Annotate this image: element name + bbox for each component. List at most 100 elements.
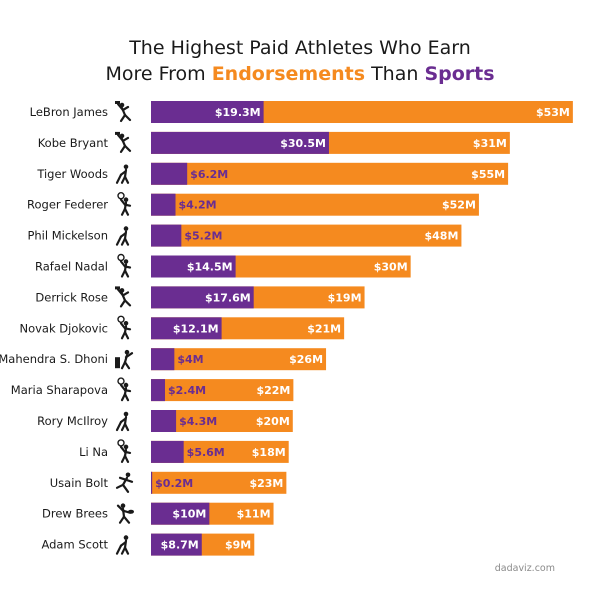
bar-sports [151,410,177,432]
endorsements-value-label: $11M [237,508,271,521]
sports-value-label: $12.1M [173,322,219,335]
athlete-name: Rafael Nadal [35,260,108,274]
title-sports: Sports [424,63,494,85]
endorsements-value-label: $53M [536,106,570,119]
sports-value-label: $30.5M [280,137,326,150]
bar-sports [151,193,176,216]
bar-sports [151,162,188,185]
sports-value-label: $4.2M [179,199,217,212]
sports-value-label: $19.3M [215,106,261,119]
bar-endorsements [151,224,462,247]
bar-row: Rory McIlroy $4.3M $20M [37,410,293,432]
running-icon [115,472,134,493]
bar-endorsements [151,193,479,216]
bar-sports [151,502,210,525]
tennis-icon [117,315,132,340]
sports-value-label: $6.2M [190,168,228,181]
basketball-icon [115,101,132,123]
athlete-name: Tiger Woods [36,167,108,181]
athlete-name: Usain Bolt [50,476,109,490]
endorsements-value-label: $22M [256,384,290,397]
athlete-name: Li Na [79,445,108,459]
sports-value-label: $14.5M [187,261,233,274]
sports-value-label: $5.6M [187,446,225,459]
bar-sports [151,471,153,494]
bar-row: Derrick Rose $17.6M $19M [35,286,365,309]
tennis-icon [117,191,132,216]
bar-sports [151,131,329,154]
bar-endorsements [151,471,287,494]
bar-row: Mahendra S. Dhoni $4M $26M [0,348,327,371]
bar-sports [151,224,182,247]
bar-row: Tiger Woods $6.2M $55M [36,162,509,185]
athlete-name: Roger Federer [27,198,108,212]
golf-icon [115,411,130,432]
sports-value-label: $0.2M [155,477,193,490]
athlete-name: Maria Sharapova [11,383,108,397]
bar-endorsements [151,440,289,463]
bar-sports [151,317,222,340]
athlete-name: Derrick Rose [35,290,108,304]
tennis-icon [117,439,132,463]
athlete-name: Kobe Bryant [38,136,109,150]
bar-row: Rafael Nadal $14.5M $30M [35,253,411,278]
bar-row: Usain Bolt $0.2M $23M [50,471,287,494]
bar-sports [151,286,254,309]
bar-row: Roger Federer $4.2M $52M [27,191,479,216]
sports-value-label: $10M [172,508,206,521]
cricket-icon [115,349,134,370]
endorsements-value-label: $23M [249,477,283,490]
sports-value-label: $4M [177,353,203,366]
endorsements-value-label: $18M [252,446,286,459]
bar-row: Novak Djokovic $12.1M $21M [19,315,345,340]
endorsements-value-label: $19M [328,291,362,304]
endorsements-value-label: $52M [442,199,476,212]
bar-endorsements [151,348,327,371]
bar-endorsements [151,410,293,432]
endorsements-value-label: $9M [225,539,251,552]
athlete-name: Rory McIlroy [37,414,108,428]
sports-value-label: $8.7M [161,539,199,552]
bar-row: Maria Sharapova $2.4M $22M [11,377,294,402]
tennis-icon [117,253,132,278]
bar-sports [151,379,166,402]
title-endorsements: Endorsements [212,63,365,85]
golf-icon [115,535,130,555]
golf-icon [115,164,130,184]
title-middle: Than [365,63,424,85]
sports-value-label: $17.6M [205,291,251,304]
endorsements-value-label: $26M [289,353,323,366]
tennis-icon [117,377,132,402]
bar-sports [151,440,184,463]
title-prefix: More From [105,63,211,85]
credit: dadaviz.com [495,563,555,574]
endorsements-value-label: $55M [471,168,505,181]
bar-sports [151,533,202,556]
sports-value-label: $4.3M [179,415,217,428]
athlete-name: Drew Brees [42,507,108,521]
title-line-2: More From Endorsements Than Sports [105,63,494,85]
basketball-icon [115,131,132,153]
bar-sports [151,348,175,371]
bar-row: LeBron James $19.3M $53M [30,101,573,123]
bar-row: Li Na $5.6M $18M [79,439,289,463]
bar-row: Drew Brees $10M $11M [42,502,274,525]
bar-rows: LeBron James $19.3M $53M Kobe Bryant $30.5M $… [0,101,573,556]
athlete-name: Phil Mickelson [27,229,108,243]
endorsements-value-label: $30M [374,261,408,274]
football-icon [116,503,134,524]
bar-row: Adam Scott $8.7M $9M [41,533,255,556]
endorsements-value-label: $31M [473,137,507,150]
athlete-name: Mahendra S. Dhoni [0,352,108,366]
endorsements-value-label: $20M [256,415,290,428]
basketball-icon [115,286,132,308]
bar-row: Phil Mickelson $5.2M $48M [27,224,462,247]
sports-value-label: $5.2M [184,230,222,243]
title-line-1: The Highest Paid Athletes Who Earn [128,37,471,59]
bar-row: Kobe Bryant $30.5M $31M [38,131,510,154]
athlete-name: LeBron James [30,105,108,119]
bar-endorsements [151,379,294,402]
athlete-name: Adam Scott [41,538,108,552]
endorsements-value-label: $48M [425,230,459,243]
